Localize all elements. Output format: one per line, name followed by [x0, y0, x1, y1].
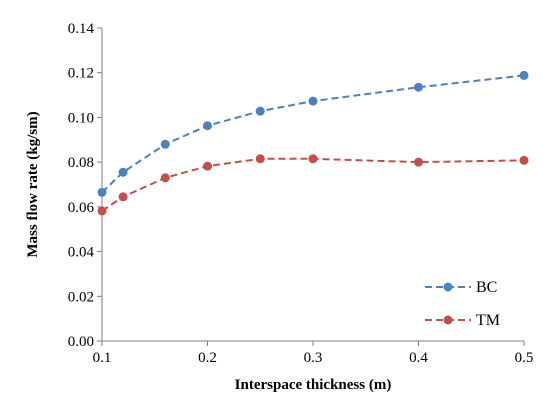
series-bc — [97, 70, 529, 197]
x-tick-label: 0.3 — [304, 350, 323, 366]
y-tick-label: 0.12 — [68, 66, 94, 82]
legend-marker-tm — [443, 315, 453, 325]
y-tick-label: 0.14 — [68, 21, 95, 37]
data-point-tm — [414, 157, 423, 167]
legend-label-tm: TM — [476, 312, 500, 329]
y-tick-label: 0.06 — [68, 200, 95, 216]
data-point-bc — [255, 106, 265, 116]
data-point-tm — [160, 173, 170, 183]
x-tick-label: 0.1 — [93, 350, 112, 366]
data-point-bc — [160, 139, 170, 149]
data-point-tm — [308, 154, 318, 164]
y-axis-title: Mass flow rate (kg/sm) — [25, 111, 41, 257]
y-tick-label: 0.10 — [68, 110, 94, 126]
series-tm — [97, 154, 529, 216]
legend-item-bc: BC — [425, 279, 497, 296]
data-point-bc — [308, 96, 318, 106]
data-point-bc — [118, 167, 128, 177]
data-point-tm — [118, 192, 128, 202]
legend-label-bc: BC — [476, 279, 497, 296]
data-point-tm — [97, 206, 107, 216]
data-point-tm — [255, 154, 265, 164]
data-point-tm — [203, 161, 212, 171]
y-tick-label: 0.04 — [68, 245, 95, 261]
y-tick-label: 0.00 — [68, 334, 94, 350]
series — [97, 70, 529, 216]
x-tick-label: 0.4 — [409, 350, 428, 366]
x-tick-label: 0.5 — [515, 350, 534, 366]
legend: BC TM — [425, 279, 500, 329]
y-tick-label: 0.02 — [68, 289, 94, 305]
series-line-bc — [101, 74, 525, 194]
data-point-tm — [519, 155, 529, 165]
series-line-tm — [101, 157, 525, 212]
data-point-bc — [203, 121, 212, 131]
data-point-bc — [414, 82, 423, 92]
tick-labels: 0.00 0.02 0.04 0.06 0.08 0.10 0.12 0.14 0.1 0.2 0.… — [68, 21, 534, 366]
y-tick-label: 0.08 — [68, 155, 94, 171]
x-tick-label: 0.2 — [198, 350, 217, 366]
legend-marker-bc — [443, 282, 453, 292]
axes — [97, 27, 525, 346]
legend-item-tm: TM — [425, 312, 500, 329]
x-axis-title: Interspace thickness (m) — [235, 377, 392, 393]
data-point-bc — [519, 70, 529, 80]
data-point-bc — [97, 187, 107, 197]
